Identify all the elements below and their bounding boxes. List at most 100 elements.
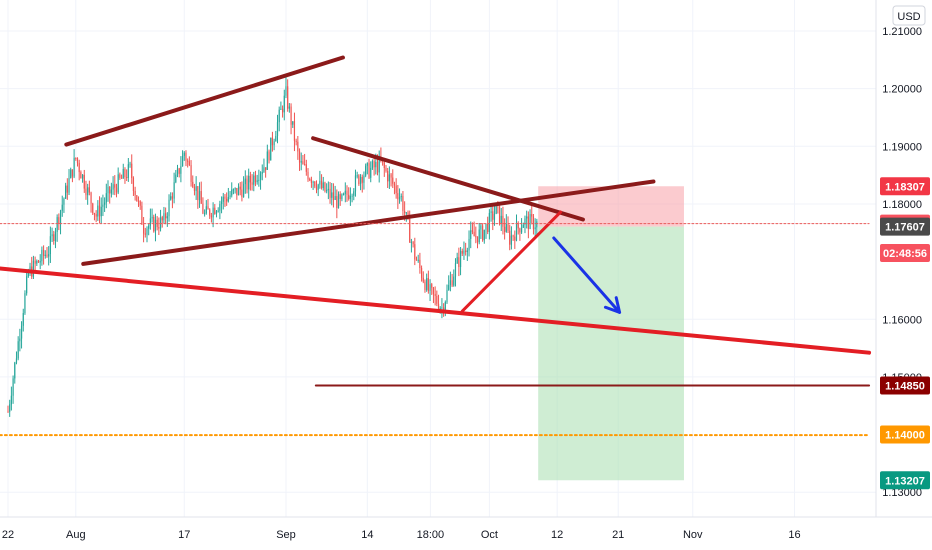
candle-body	[453, 276, 455, 286]
candle-body	[295, 140, 297, 142]
candle-body	[444, 301, 446, 312]
candle-body	[209, 209, 211, 216]
candle-body	[129, 163, 131, 165]
currency-label: USD	[897, 11, 920, 23]
candle-body	[402, 196, 404, 212]
price-tag-label: 1.17607	[885, 222, 925, 234]
price-tick-label: 1.19000	[882, 141, 922, 153]
candle-body	[158, 227, 160, 229]
candle-body	[358, 175, 360, 185]
candle-body	[524, 218, 526, 225]
candle-body	[337, 194, 340, 209]
candle-body	[381, 160, 384, 163]
candle-body	[246, 178, 248, 190]
candle-body	[300, 161, 302, 163]
candle-body	[105, 193, 107, 203]
candle-body	[283, 95, 285, 113]
candle-body	[536, 221, 538, 228]
candle-body	[73, 157, 75, 177]
candle-body	[397, 193, 399, 200]
candle-body	[526, 216, 528, 219]
candle-body	[168, 199, 170, 217]
candle-body	[371, 161, 374, 168]
candle-body	[48, 254, 50, 257]
candle-body	[492, 211, 494, 220]
candle-body	[100, 206, 102, 217]
candle-body	[148, 225, 150, 229]
time-axis[interactable]: 22 Aug 17 Sep 14 18:00 Oct 12 21 Nov 16	[0, 516, 932, 550]
candle-body	[202, 203, 204, 214]
projection-arrow-head[interactable]	[603, 296, 622, 314]
candle-body	[104, 202, 106, 205]
candle-body	[88, 187, 90, 193]
candle-body	[502, 215, 504, 227]
candle-body	[404, 211, 406, 214]
time-tick-label: 16	[788, 529, 800, 541]
candle-body	[297, 141, 299, 152]
candle-body	[253, 175, 255, 185]
candlestick-series	[7, 77, 538, 417]
price-tick-label: 1.18000	[882, 199, 922, 211]
candle-body	[368, 163, 370, 178]
candle-body	[93, 213, 96, 215]
candle-body	[80, 172, 82, 179]
candle-body	[424, 281, 426, 290]
candle-body	[120, 177, 123, 179]
candle-body	[110, 189, 112, 194]
descending-trendline[interactable]	[311, 136, 585, 222]
rising-support[interactable]	[460, 210, 563, 313]
candle-body	[14, 362, 16, 379]
candle-body	[427, 278, 429, 291]
candle-body	[417, 259, 419, 261]
candle-body	[483, 229, 485, 241]
candle-body	[234, 187, 236, 190]
candle-body	[265, 167, 267, 170]
candle-body	[485, 223, 487, 230]
candle-body	[222, 196, 224, 202]
candle-body	[180, 166, 182, 174]
candle-body	[422, 277, 424, 282]
candle-body	[12, 378, 14, 396]
time-tick-label: Nov	[683, 529, 703, 541]
candle-body	[124, 169, 126, 178]
candle-body	[419, 259, 421, 269]
long-trendline[interactable]	[0, 266, 872, 355]
candle-body	[126, 177, 128, 179]
time-tick-label: 17	[178, 529, 190, 541]
time-tick-label: 14	[361, 529, 373, 541]
lower-channel[interactable]	[81, 179, 656, 266]
candle-body	[290, 106, 292, 125]
candle-body	[507, 224, 509, 231]
take-profit-zone[interactable]	[538, 226, 684, 481]
trendline-drawings[interactable]	[0, 55, 872, 437]
candle-body	[237, 186, 240, 196]
candle-body	[137, 201, 140, 203]
upper-channel[interactable]	[64, 55, 345, 147]
candle-body	[71, 169, 74, 177]
candle-body	[471, 230, 474, 232]
candle-body	[532, 216, 535, 230]
candle-body	[363, 175, 365, 183]
candle-body	[249, 175, 251, 183]
candle-body	[365, 165, 367, 176]
candle-body	[509, 230, 511, 245]
projection-arrow[interactable]	[552, 236, 622, 314]
candle-body	[392, 177, 394, 184]
currency-badge[interactable]: USD	[892, 5, 926, 26]
currency-button[interactable]	[892, 5, 926, 26]
candle-body	[29, 266, 31, 273]
time-tick-label: Oct	[481, 529, 498, 541]
candle-body	[39, 261, 41, 263]
candle-body	[398, 196, 401, 200]
candle-body	[42, 249, 45, 256]
candle-body	[315, 186, 318, 190]
price-tick-label: 1.13000	[882, 487, 922, 499]
candle-body	[490, 211, 492, 213]
candle-body	[515, 222, 518, 241]
candle-body	[268, 151, 270, 161]
stop-loss-zone[interactable]	[538, 186, 684, 227]
candle-body	[51, 234, 53, 237]
candle-body	[61, 204, 63, 211]
candle-body	[214, 207, 216, 214]
